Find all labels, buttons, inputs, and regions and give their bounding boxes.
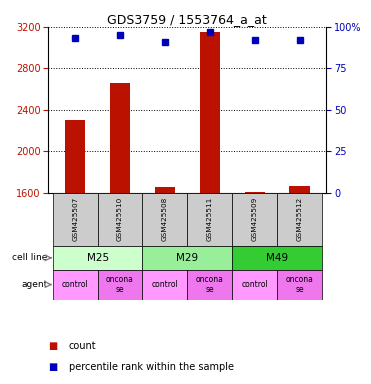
Bar — [142, 246, 232, 270]
Text: GSM425511: GSM425511 — [207, 197, 213, 242]
Title: GDS3759 / 1553764_a_at: GDS3759 / 1553764_a_at — [108, 13, 267, 26]
Text: GSM425512: GSM425512 — [296, 197, 303, 242]
Bar — [187, 270, 232, 300]
Text: agent: agent — [21, 280, 47, 289]
Bar — [232, 193, 277, 246]
Text: oncona
se: oncona se — [286, 275, 313, 294]
Bar — [53, 193, 98, 246]
Bar — [277, 193, 322, 246]
Bar — [232, 270, 277, 300]
Bar — [53, 246, 142, 270]
Text: control: control — [151, 280, 178, 289]
Text: GSM425508: GSM425508 — [162, 197, 168, 242]
Bar — [277, 270, 322, 300]
Text: percentile rank within the sample: percentile rank within the sample — [69, 362, 234, 372]
Text: cell line: cell line — [12, 253, 47, 262]
Bar — [98, 193, 142, 246]
Text: oncona
se: oncona se — [196, 275, 224, 294]
Bar — [65, 120, 85, 193]
Text: GSM425507: GSM425507 — [72, 197, 78, 242]
Bar — [98, 270, 142, 300]
Text: ■: ■ — [48, 362, 58, 372]
Bar — [155, 187, 175, 193]
Text: M29: M29 — [176, 253, 198, 263]
Bar — [200, 32, 220, 193]
Bar — [142, 193, 187, 246]
Text: M49: M49 — [266, 253, 288, 263]
Text: control: control — [241, 280, 268, 289]
Text: ■: ■ — [48, 341, 58, 351]
Text: GSM425509: GSM425509 — [252, 197, 258, 242]
Bar — [53, 270, 98, 300]
Bar — [232, 246, 322, 270]
Bar — [187, 193, 232, 246]
Text: count: count — [69, 341, 96, 351]
Bar — [142, 270, 187, 300]
Bar — [110, 83, 130, 193]
Text: oncona
se: oncona se — [106, 275, 134, 294]
Bar — [244, 192, 265, 193]
Text: control: control — [62, 280, 89, 289]
Text: GSM425510: GSM425510 — [117, 197, 123, 242]
Text: M25: M25 — [86, 253, 109, 263]
Bar — [289, 186, 310, 193]
